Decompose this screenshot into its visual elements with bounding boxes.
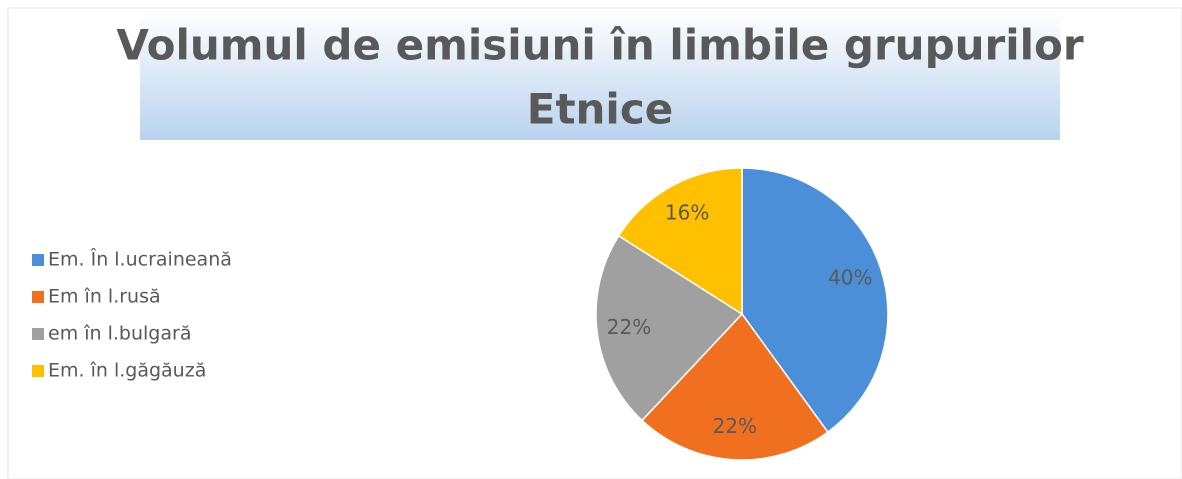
chart-border [7,7,1182,479]
pie-slice [595,234,744,422]
data-label: 16% [665,201,709,225]
legend-swatch [32,291,44,303]
legend-swatch [32,254,44,266]
pie-slice [640,312,829,461]
title-box [140,10,1060,140]
pie-slice [741,167,889,434]
data-label: 22% [607,315,651,339]
legend-swatch [32,328,44,340]
data-label: 40% [828,265,872,289]
legend-label: em în l.bulgară [48,323,191,345]
legend-swatch [32,365,44,377]
legend-label: Em. În l.ucraineană [48,248,232,271]
chart-title: Volumul de emisiuni în limbile grupurilo… [116,21,1084,70]
legend-label: Em în l.rusă [48,286,161,308]
chart-title: Etnice [527,85,673,134]
pie-slice [617,167,743,316]
legend-label: Em. în l.găgăuză [48,360,206,382]
data-label: 22% [713,414,757,438]
